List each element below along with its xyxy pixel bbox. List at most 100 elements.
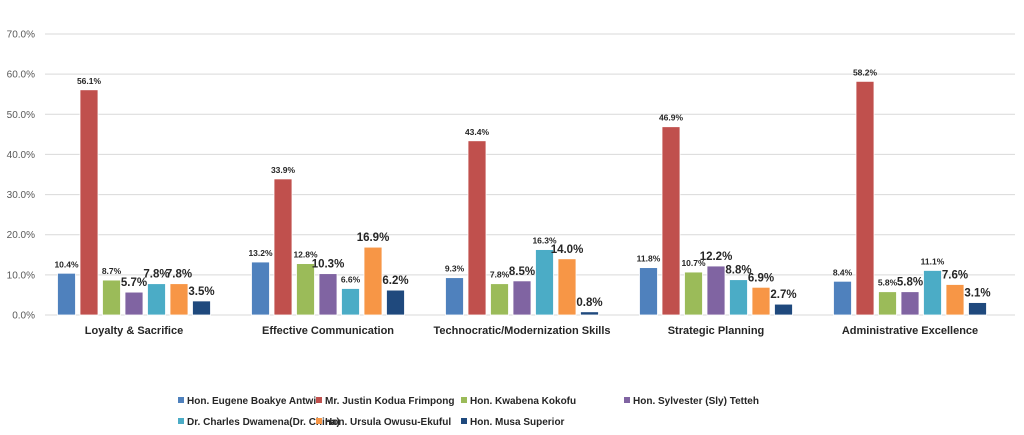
bar-3-5 <box>878 291 897 316</box>
data-label: 10.7% <box>681 258 706 268</box>
data-label: 58.2% <box>853 67 878 77</box>
bar-4-1 <box>124 291 144 316</box>
legend-swatch <box>461 418 467 424</box>
legend-item: Hon. Ursula Owusu-Ekuful <box>316 417 451 428</box>
legend-swatch <box>624 397 630 403</box>
legend-label: Mr. Justin Kodua Frimpong <box>325 396 454 407</box>
legend-label: Dr. Charles Dwamena(Dr. China) <box>187 417 340 428</box>
data-label: 14.0% <box>551 244 584 256</box>
legend-label: Hon. Kwabena Kokofu <box>470 396 576 407</box>
data-label: 16.3% <box>532 236 557 246</box>
bar-5-5 <box>923 270 942 316</box>
data-label: 3.1% <box>964 288 990 300</box>
bar-3-2 <box>296 263 315 316</box>
bar-7-4 <box>774 303 793 316</box>
bar-2-5 <box>855 80 875 316</box>
bar-7-1 <box>192 300 211 316</box>
legend-item: Hon. Musa Superior <box>461 417 565 428</box>
data-label: 16.9% <box>357 232 390 244</box>
legend-item: Hon. Kwabena Kokofu <box>461 396 576 407</box>
bar-5-3 <box>535 249 554 316</box>
bar-3-3 <box>490 283 509 316</box>
bar-2-1 <box>79 89 99 316</box>
bar-6-5 <box>945 284 965 316</box>
legend-item: Dr. Charles Dwamena(Dr. China) <box>178 417 340 428</box>
bar-3-1 <box>102 279 121 316</box>
bar-4-5 <box>900 291 920 316</box>
bar-1-3 <box>445 277 464 316</box>
bar-7-3 <box>580 311 599 316</box>
legend-swatch <box>178 397 184 403</box>
y-tick-label: 0.0% <box>12 311 35 322</box>
data-label: 8.7% <box>102 266 122 276</box>
y-tick-label: 20.0% <box>7 230 35 241</box>
bar-6-3 <box>557 258 577 316</box>
bar-5-1 <box>147 283 166 316</box>
data-label: 7.8% <box>490 270 510 280</box>
legend-swatch <box>461 397 467 403</box>
y-tick-label: 60.0% <box>7 70 35 81</box>
bar-2-2 <box>273 178 293 316</box>
y-tick-label: 10.0% <box>7 270 35 281</box>
data-label: 11.8% <box>637 254 661 264</box>
data-label: 6.9% <box>748 272 774 284</box>
legend-label: Hon. Ursula Owusu-Ekuful <box>325 417 451 428</box>
bar-3-4 <box>684 271 703 316</box>
bar-2-3 <box>467 140 487 316</box>
category-label: Technocratic/Modernization Skills <box>433 325 610 337</box>
data-label: 9.3% <box>445 264 465 274</box>
bar-6-1 <box>169 283 189 316</box>
y-axis-ticks: 0.0% 10.0% 20.0% 30.0% 40.0% 50.0% 60.0% 70.0% <box>7 30 35 322</box>
data-label: 5.7% <box>121 277 147 289</box>
data-label: 8.4% <box>833 267 853 277</box>
data-label: 7.8% <box>166 269 192 281</box>
x-axis-categories: Loyalty & Sacrifice Effective Communicati… <box>85 325 978 337</box>
data-label: 46.9% <box>659 113 684 123</box>
data-label: 10.3% <box>312 259 345 271</box>
data-label: 13.2% <box>248 248 273 258</box>
bar-1-4 <box>639 267 658 316</box>
legend-item: Mr. Justin Kodua Frimpong <box>316 396 454 407</box>
data-label: 33.9% <box>271 165 296 175</box>
data-label: 12.2% <box>700 251 733 263</box>
bar-4-2 <box>318 273 338 316</box>
bar-7-2 <box>386 289 405 316</box>
legend-label: Hon. Sylvester (Sly) Tetteh <box>633 396 759 407</box>
category-label: Administrative Excellence <box>842 325 978 337</box>
data-label: 12.8% <box>293 250 318 260</box>
bar-7-5 <box>968 302 987 316</box>
bar-1-5 <box>833 280 852 316</box>
category-label: Strategic Planning <box>668 325 765 337</box>
bar-4-3 <box>512 280 532 316</box>
data-label: 5.8% <box>897 277 923 289</box>
legend: Hon. Eugene Boakye Antwi Mr. Justin Kodua… <box>178 396 759 428</box>
legend-swatch <box>178 418 184 424</box>
data-label: 6.2% <box>382 275 408 287</box>
data-label: 56.1% <box>77 76 102 86</box>
gridlines <box>45 33 1015 316</box>
bar-1-1 <box>57 272 76 316</box>
legend-item: Hon. Eugene Boakye Antwi <box>178 396 316 407</box>
data-label: 8.5% <box>509 266 535 278</box>
bars <box>57 80 987 316</box>
data-label: 5.8% <box>878 278 898 288</box>
y-tick-label: 50.0% <box>7 110 35 121</box>
bar-5-2 <box>341 288 360 316</box>
bar-6-2 <box>363 246 383 316</box>
data-label: 11.1% <box>921 256 945 266</box>
data-label: 7.8% <box>143 269 169 281</box>
bar-5-4 <box>729 279 748 316</box>
bar-2-4 <box>661 126 681 316</box>
data-label: 3.5% <box>188 286 214 298</box>
legend-swatch <box>316 418 322 424</box>
data-label: 10.4% <box>54 259 79 269</box>
data-labels: 10.4%56.1%8.7%5.7%7.8%7.8%3.5%13.2%33.9%… <box>54 67 990 308</box>
legend-item: Hon. Sylvester (Sly) Tetteh <box>624 396 759 407</box>
category-label: Effective Communication <box>262 325 394 337</box>
data-label: 8.8% <box>725 265 751 277</box>
bar-1-2 <box>251 261 270 316</box>
bar-4-4 <box>706 265 726 316</box>
legend-label: Hon. Eugene Boakye Antwi <box>187 396 316 407</box>
data-label: 43.4% <box>465 127 490 137</box>
